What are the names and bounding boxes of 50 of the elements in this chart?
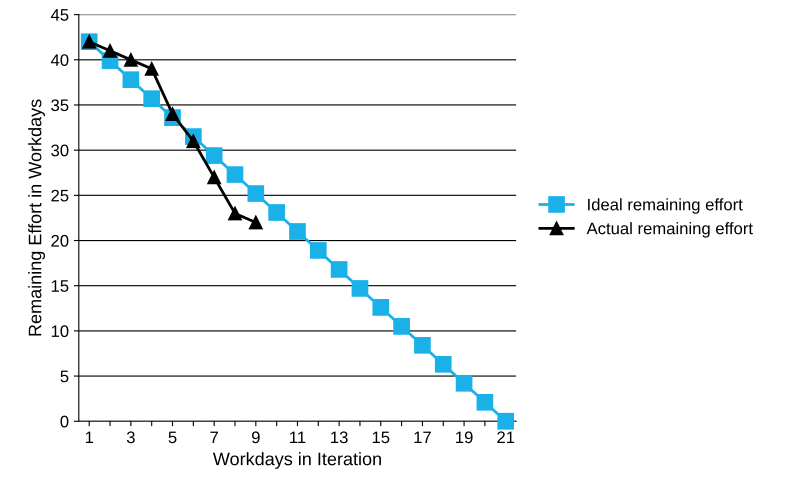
point	[226, 166, 244, 183]
point	[143, 90, 160, 107]
x-tick-label: 13	[331, 431, 348, 444]
point	[456, 374, 472, 392]
legend-label: Actual remaining effort	[586, 222, 753, 238]
point	[289, 223, 306, 240]
point	[393, 318, 410, 335]
x-tick-label: 1	[86, 432, 94, 444]
y-tick-label: 25	[51, 190, 68, 202]
point	[103, 44, 117, 58]
y-axis-title: Remaining Effort in Workdays	[28, 99, 45, 336]
y-tick-label: 35	[51, 99, 68, 112]
point	[122, 71, 140, 88]
x-tick-label: 17	[414, 432, 431, 444]
point	[352, 280, 368, 297]
x-axis-title: Workdays in Iteration	[212, 452, 381, 469]
point	[310, 242, 327, 259]
x-tick-label: 11	[290, 432, 306, 444]
y-tick-label: 0	[60, 416, 68, 428]
point	[206, 147, 222, 164]
legend-label: Ideal remaining effort	[588, 198, 743, 214]
x-tick-label: 3	[126, 431, 135, 444]
point	[372, 299, 390, 316]
point	[248, 216, 263, 230]
y-tick-label: 15	[52, 280, 68, 292]
y-tick-label: 10	[52, 325, 68, 338]
point	[144, 62, 159, 76]
point	[166, 107, 180, 121]
y-tick-label: 45	[50, 9, 68, 21]
x-tick-label: 15	[372, 432, 390, 444]
y-tick-label: 5	[60, 370, 68, 382]
x-tick-label: 7	[210, 432, 218, 444]
x-tick-label: 9	[252, 431, 260, 444]
point	[497, 412, 514, 430]
x-tick-label: 21	[497, 431, 514, 444]
x-tick-label: 5	[168, 432, 176, 444]
point	[330, 261, 348, 278]
point	[434, 356, 452, 373]
point	[124, 52, 138, 67]
point	[268, 204, 285, 221]
point	[247, 185, 264, 202]
point	[414, 337, 431, 354]
point	[228, 206, 242, 220]
y-tick-label: 30	[51, 144, 68, 156]
point	[476, 394, 494, 411]
y-tick-label: 20	[51, 234, 68, 247]
y-tick-label: 40	[50, 54, 68, 66]
x-tick-label: 19	[456, 431, 473, 444]
point	[207, 170, 222, 184]
point	[186, 134, 200, 148]
